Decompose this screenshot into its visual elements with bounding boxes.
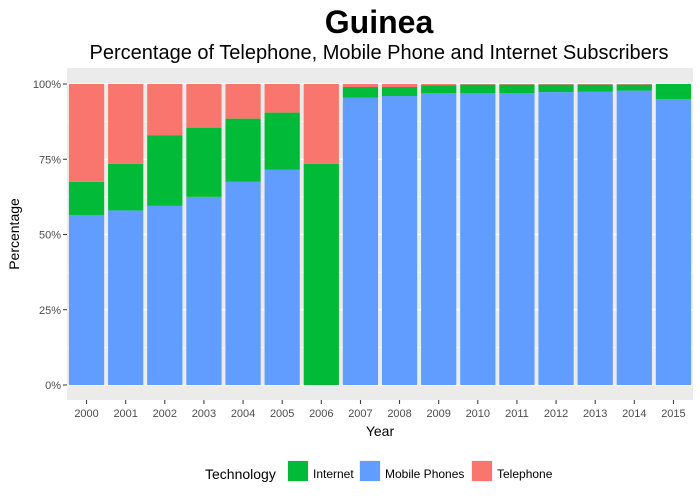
bar-mobile-phones-2004 [225, 181, 261, 385]
x-tick-label: 2012 [544, 408, 568, 420]
bar-telephone-2013 [577, 84, 613, 85]
bar-telephone-2004 [225, 84, 261, 119]
bar-internet-2007 [342, 87, 379, 98]
bar-internet-2006 [303, 163, 339, 385]
bars [68, 84, 692, 386]
bar-telephone-2000 [68, 84, 105, 182]
x-tick-label: 2000 [74, 408, 98, 420]
legend: Technology Internet Mobile Phones Telephon… [205, 460, 553, 482]
x-axis-title: Year [366, 423, 395, 439]
x-tick-label: 2009 [426, 408, 450, 420]
bar-mobile-phones-2013 [577, 91, 613, 386]
x-tick-label: 2002 [153, 408, 177, 420]
bar-mobile-phones-2001 [108, 210, 144, 385]
x-tick-label: 2008 [387, 408, 411, 420]
bar-mobile-phones-2003 [186, 196, 222, 385]
bar-mobile-phones-2000 [68, 214, 105, 385]
bar-internet-2015 [655, 84, 692, 100]
bar-telephone-2010 [460, 84, 496, 85]
legend-swatch-internet [288, 461, 308, 481]
bar-telephone-2006 [303, 84, 339, 164]
y-axis-title: Percentage [6, 198, 22, 270]
x-tick-label: 2003 [192, 408, 216, 420]
legend-label-internet: Internet [313, 467, 354, 481]
bar-mobile-phones-2014 [616, 90, 652, 385]
x-tick-label: 2015 [661, 408, 685, 420]
bar-internet-2011 [499, 84, 535, 94]
chart-title: Guinea [325, 4, 434, 40]
y-tick-label: 100% [33, 79, 61, 91]
bar-mobile-phones-2002 [147, 205, 183, 385]
bar-mobile-phones-2007 [342, 97, 379, 386]
bar-internet-2008 [381, 87, 418, 97]
bar-internet-2009 [421, 85, 457, 94]
x-tick-label: 2001 [113, 408, 137, 420]
bar-internet-2012 [538, 84, 574, 93]
bar-internet-2001 [108, 163, 144, 211]
bar-telephone-2003 [186, 84, 222, 128]
x-axis: 2000 2001 2002 2003 2004 2005 2006 2007 2008 2009… [74, 400, 686, 420]
bar-telephone-2001 [108, 84, 144, 164]
legend-swatch-mobile-phones [360, 461, 380, 481]
bar-internet-2002 [147, 135, 183, 206]
x-tick-label: 2006 [309, 408, 333, 420]
x-tick-label: 2010 [466, 408, 490, 420]
bar-telephone-2008 [381, 84, 418, 88]
bar-internet-2005 [264, 112, 300, 170]
legend-label-telephone: Telephone [497, 467, 553, 481]
bar-telephone-2009 [421, 84, 457, 86]
bar-internet-2004 [225, 118, 261, 182]
legend-title: Technology [205, 466, 276, 482]
bar-telephone-2012 [538, 84, 574, 85]
x-tick-label: 2014 [622, 408, 646, 420]
y-axis: 0% 25% 50% 75% 100% [33, 79, 67, 392]
x-tick-label: 2007 [348, 408, 372, 420]
bar-mobile-phones-2009 [421, 93, 457, 385]
bar-telephone-2007 [342, 84, 379, 88]
bar-mobile-phones-2005 [264, 169, 300, 385]
bar-mobile-phones-2011 [499, 93, 535, 385]
bar-internet-2003 [186, 127, 222, 197]
bar-telephone-2011 [499, 84, 535, 85]
x-tick-label: 2013 [583, 408, 607, 420]
bar-telephone-2005 [264, 84, 300, 113]
y-tick-label: 25% [39, 305, 61, 317]
chart-subtitle: Percentage of Telephone, Mobile Phone an… [90, 42, 669, 64]
bar-telephone-2014 [616, 84, 652, 85]
x-tick-label: 2011 [505, 408, 529, 420]
bar-internet-2000 [68, 181, 105, 215]
x-tick-label: 2005 [270, 408, 294, 420]
y-tick-label: 75% [39, 154, 61, 166]
bar-mobile-phones-2015 [655, 99, 692, 386]
bar-mobile-phones-2008 [381, 96, 418, 385]
x-tick-label: 2004 [231, 408, 255, 420]
bar-mobile-phones-2010 [460, 93, 496, 385]
y-tick-label: 0% [45, 380, 61, 392]
legend-label-mobile-phones: Mobile Phones [385, 467, 464, 481]
legend-swatch-telephone [472, 461, 492, 481]
y-tick-label: 50% [39, 230, 61, 242]
bar-internet-2014 [616, 84, 652, 91]
bar-internet-2013 [577, 84, 613, 92]
bar-internet-2010 [460, 84, 496, 94]
bar-telephone-2002 [147, 84, 183, 136]
bar-mobile-phones-2012 [538, 92, 574, 385]
